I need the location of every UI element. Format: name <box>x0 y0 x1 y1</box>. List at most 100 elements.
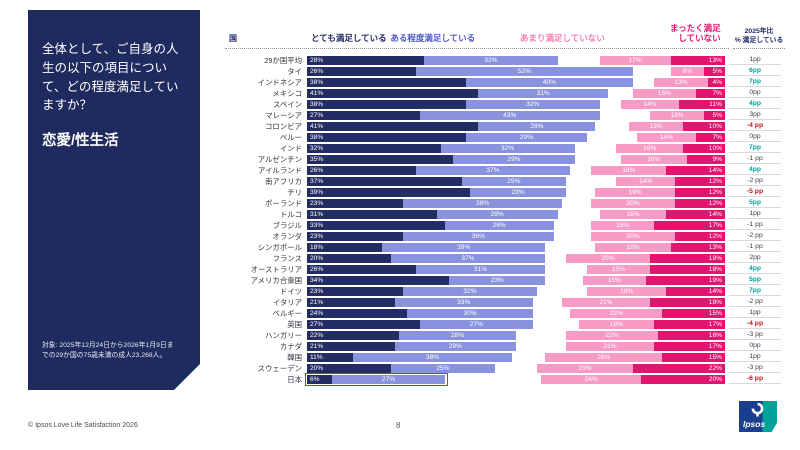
bar-segment-somewhat-satisfied[interactable]: 27% <box>332 375 445 384</box>
bar-segment-not-very-satisfied[interactable]: 17% <box>599 56 671 65</box>
bar-segment-somewhat-satisfied[interactable]: 29% <box>436 210 558 219</box>
bar-segment-not-very-satisfied[interactable]: 18% <box>578 320 654 329</box>
bar-segment-not-very-satisfied[interactable]: 21% <box>566 342 654 351</box>
bar-segment-not-very-satisfied[interactable]: 20% <box>566 254 650 263</box>
bar-segment-somewhat-satisfied[interactable]: 31% <box>415 265 546 274</box>
bar-segment-somewhat-satisfied[interactable]: 23% <box>449 276 546 285</box>
bar-segment-not-at-all-satisfied[interactable]: 13% <box>670 243 725 252</box>
bar-segment-not-very-satisfied[interactable]: 13% <box>653 78 709 87</box>
bar-segment-very-satisfied[interactable]: 23% <box>307 199 404 208</box>
bar-segment-not-very-satisfied[interactable]: 13% <box>649 111 705 120</box>
bar-segment-very-satisfied[interactable]: 41% <box>307 89 479 98</box>
bar-segment-not-very-satisfied[interactable]: 15% <box>587 265 650 274</box>
bar-segment-not-at-all-satisfied[interactable]: 14% <box>666 210 725 219</box>
bar-segment-very-satisfied[interactable]: 20% <box>307 364 391 373</box>
bar-segment-not-at-all-satisfied[interactable]: 5% <box>704 67 725 76</box>
bar-segment-not-at-all-satisfied[interactable]: 12% <box>674 199 725 208</box>
bar-segment-very-satisfied[interactable]: 37% <box>307 177 462 186</box>
bar-segment-very-satisfied[interactable]: 31% <box>307 210 437 219</box>
bar-segment-not-very-satisfied[interactable]: 20% <box>591 199 675 208</box>
bar-segment-somewhat-satisfied[interactable]: 29% <box>394 342 516 351</box>
bar-segment-somewhat-satisfied[interactable]: 39% <box>382 243 546 252</box>
bar-segment-very-satisfied[interactable]: 38% <box>307 133 466 142</box>
bar-segment-somewhat-satisfied[interactable]: 52% <box>415 67 634 76</box>
bar-segment-not-at-all-satisfied[interactable]: 7% <box>695 133 725 142</box>
bar-segment-not-very-satisfied[interactable]: 19% <box>595 188 675 197</box>
bar-segment-not-very-satisfied[interactable]: 14% <box>616 177 675 186</box>
bar-segment-not-at-all-satisfied[interactable]: 19% <box>645 276 725 285</box>
bar-segment-very-satisfied[interactable]: 6% <box>307 375 333 384</box>
bar-segment-very-satisfied[interactable]: 38% <box>307 78 466 87</box>
bar-segment-somewhat-satisfied[interactable]: 28% <box>478 122 596 131</box>
bar-segment-somewhat-satisfied[interactable]: 38% <box>352 353 512 362</box>
bar-segment-not-very-satisfied[interactable]: 15% <box>633 89 696 98</box>
bar-segment-not-at-all-satisfied[interactable]: 18% <box>649 254 725 263</box>
bar-segment-somewhat-satisfied[interactable]: 26% <box>444 221 554 230</box>
bar-segment-not-very-satisfied[interactable]: 23% <box>536 364 634 373</box>
bar-segment-not-very-satisfied[interactable]: 14% <box>620 100 680 109</box>
bar-segment-very-satisfied[interactable]: 27% <box>307 111 420 120</box>
bar-segment-somewhat-satisfied[interactable]: 37% <box>390 254 546 263</box>
bar-segment-not-at-all-satisfied[interactable]: 12% <box>674 188 725 197</box>
bar-segment-not-very-satisfied[interactable]: 16% <box>620 155 688 164</box>
bar-segment-somewhat-satisfied[interactable]: 43% <box>419 111 600 120</box>
bar-segment-somewhat-satisfied[interactable]: 32% <box>465 100 600 109</box>
bar-segment-not-very-satisfied[interactable]: 18% <box>591 166 667 175</box>
bar-segment-somewhat-satisfied[interactable]: 28% <box>398 331 516 340</box>
bar-segment-not-at-all-satisfied[interactable]: 14% <box>666 166 725 175</box>
bar-segment-not-very-satisfied[interactable]: 24% <box>541 375 642 384</box>
bar-segment-very-satisfied[interactable]: 41% <box>307 122 479 131</box>
bar-segment-not-at-all-satisfied[interactable]: 15% <box>662 353 725 362</box>
bar-segment-somewhat-satisfied[interactable]: 25% <box>390 364 496 373</box>
bar-segment-very-satisfied[interactable]: 26% <box>307 67 416 76</box>
bar-segment-very-satisfied[interactable]: 22% <box>307 331 399 340</box>
bar-segment-very-satisfied[interactable]: 35% <box>307 155 454 164</box>
bar-segment-not-very-satisfied[interactable]: 14% <box>637 133 696 142</box>
bar-segment-not-very-satisfied[interactable]: 18% <box>595 243 671 252</box>
bar-segment-not-at-all-satisfied[interactable]: 9% <box>687 155 725 164</box>
bar-segment-somewhat-satisfied[interactable]: 36% <box>403 232 554 241</box>
bar-segment-somewhat-satisfied[interactable]: 30% <box>407 309 533 318</box>
bar-segment-not-very-satisfied[interactable]: 13% <box>628 122 684 131</box>
bar-segment-somewhat-satisfied[interactable]: 37% <box>415 166 571 175</box>
bar-segment-not-very-satisfied[interactable]: 19% <box>587 287 667 296</box>
bar-segment-very-satisfied[interactable]: 21% <box>307 298 395 307</box>
bar-segment-not-at-all-satisfied[interactable]: 4% <box>708 78 725 87</box>
bar-segment-very-satisfied[interactable]: 23% <box>307 232 404 241</box>
bar-segment-very-satisfied[interactable]: 26% <box>307 166 416 175</box>
bar-segment-very-satisfied[interactable]: 21% <box>307 342 395 351</box>
bar-segment-not-at-all-satisfied[interactable]: 16% <box>658 331 725 340</box>
bar-segment-somewhat-satisfied[interactable]: 32% <box>440 144 575 153</box>
bar-segment-very-satisfied[interactable]: 34% <box>307 276 450 285</box>
bar-segment-not-very-satisfied[interactable]: 16% <box>616 144 684 153</box>
bar-segment-not-very-satisfied[interactable]: 8% <box>670 67 705 76</box>
bar-segment-not-at-all-satisfied[interactable]: 20% <box>641 375 725 384</box>
bar-segment-not-at-all-satisfied[interactable]: 15% <box>662 309 725 318</box>
bar-segment-not-at-all-satisfied[interactable]: 10% <box>683 144 725 153</box>
bar-segment-not-at-all-satisfied[interactable]: 18% <box>649 265 725 274</box>
bar-segment-very-satisfied[interactable]: 11% <box>307 353 353 362</box>
bar-segment-somewhat-satisfied[interactable]: 25% <box>461 177 567 186</box>
bar-segment-somewhat-satisfied[interactable]: 29% <box>453 155 575 164</box>
bar-segment-somewhat-satisfied[interactable]: 40% <box>465 78 634 87</box>
bar-segment-not-very-satisfied[interactable]: 21% <box>562 298 650 307</box>
bar-segment-not-at-all-satisfied[interactable]: 7% <box>695 89 725 98</box>
bar-segment-not-at-all-satisfied[interactable]: 17% <box>653 221 725 230</box>
bar-segment-somewhat-satisfied[interactable]: 33% <box>394 298 533 307</box>
bar-segment-not-at-all-satisfied[interactable]: 17% <box>653 320 725 329</box>
bar-segment-very-satisfied[interactable]: 20% <box>307 254 391 263</box>
bar-segment-not-very-satisfied[interactable]: 22% <box>570 309 663 318</box>
bar-segment-somewhat-satisfied[interactable]: 31% <box>478 89 608 98</box>
bar-segment-not-at-all-satisfied[interactable]: 5% <box>704 111 725 120</box>
bar-segment-not-very-satisfied[interactable]: 16% <box>599 210 667 219</box>
bar-segment-somewhat-satisfied[interactable]: 27% <box>419 320 533 329</box>
bar-segment-not-at-all-satisfied[interactable]: 11% <box>679 100 725 109</box>
bar-segment-somewhat-satisfied[interactable]: 29% <box>465 133 588 142</box>
bar-segment-somewhat-satisfied[interactable]: 32% <box>403 287 537 296</box>
bar-segment-very-satisfied[interactable]: 24% <box>307 309 408 318</box>
bar-segment-very-satisfied[interactable]: 33% <box>307 221 445 230</box>
bar-segment-very-satisfied[interactable]: 23% <box>307 287 404 296</box>
bar-segment-not-at-all-satisfied[interactable]: 22% <box>633 364 725 373</box>
bar-segment-very-satisfied[interactable]: 18% <box>307 243 383 252</box>
bar-segment-somewhat-satisfied[interactable]: 38% <box>403 199 562 208</box>
